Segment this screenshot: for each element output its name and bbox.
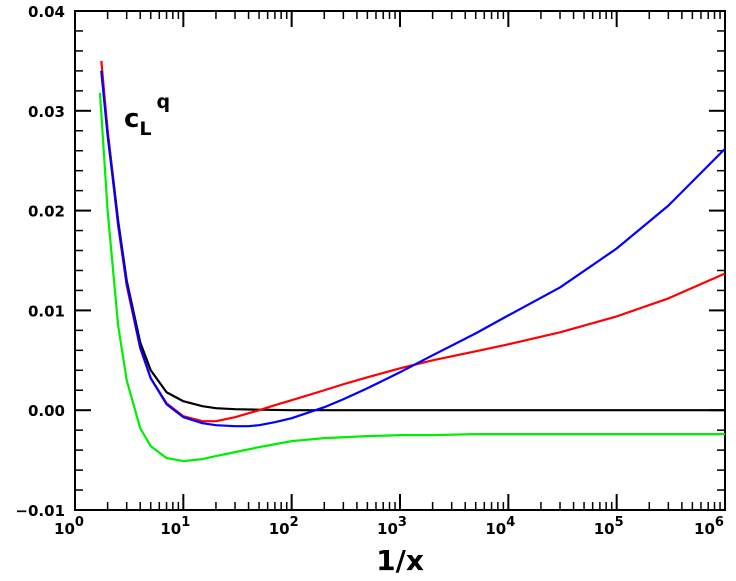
x-tick-label: 101 bbox=[160, 515, 190, 538]
y-tick-label: 0.01 bbox=[28, 302, 65, 320]
series-line-1 bbox=[100, 60, 726, 423]
annotation-sub: L bbox=[139, 118, 151, 140]
series-line-0 bbox=[100, 70, 725, 412]
annotation-sup: q bbox=[157, 91, 171, 113]
annotation-main: c bbox=[124, 104, 139, 134]
x-tick-label: 103 bbox=[377, 515, 407, 538]
series-line-3 bbox=[98, 92, 725, 463]
x-tick-label: 104 bbox=[485, 515, 515, 538]
y-tick-label: 0.00 bbox=[28, 402, 65, 420]
x-minor-ticks bbox=[106, 11, 721, 510]
y-tick-labels: −0.01 0.00 0.01 0.02 0.03 0.04 bbox=[15, 3, 65, 520]
y-tick-label: 0.04 bbox=[28, 3, 65, 21]
x-tick-label: 106 bbox=[694, 515, 724, 538]
y-tick-label: −0.01 bbox=[15, 502, 65, 520]
x-tick-label: 102 bbox=[269, 515, 299, 538]
series-lines bbox=[98, 60, 726, 463]
y-tick-label: 0.02 bbox=[28, 203, 65, 221]
x-tick-labels: 100 101 102 103 104 105 106 bbox=[54, 515, 724, 538]
x-major-ticks bbox=[74, 11, 726, 510]
series-line-2 bbox=[100, 70, 726, 428]
y-tick-label: 0.03 bbox=[28, 103, 65, 121]
x-tick-label: 105 bbox=[594, 515, 624, 538]
x-tick-label: 100 bbox=[54, 515, 84, 538]
curve-annotation: cLq bbox=[124, 91, 170, 140]
x-axis-title: 1/x bbox=[376, 544, 424, 577]
